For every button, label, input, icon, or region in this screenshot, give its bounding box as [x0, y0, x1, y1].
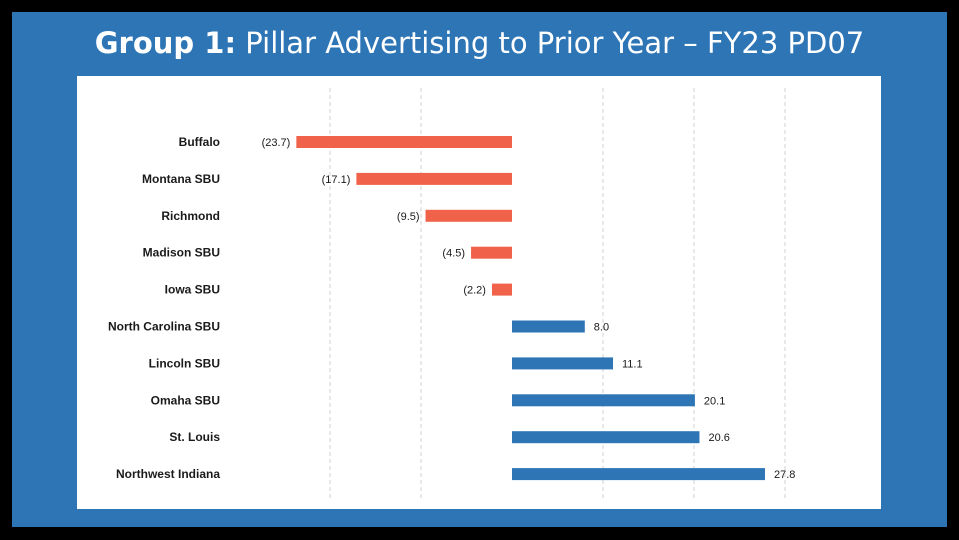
data-label: (4.5): [442, 248, 465, 260]
category-label: Buffalo: [179, 135, 220, 149]
data-label: (9.5): [397, 211, 420, 223]
negative-bar: [491, 283, 512, 296]
slide-background: Group 1: Pillar Advertising to Prior Yea…: [12, 12, 947, 527]
slide-title: Group 1: Pillar Advertising to Prior Yea…: [12, 26, 947, 60]
positive-bar: [512, 468, 765, 481]
data-label: 20.6: [708, 432, 729, 444]
category-label: Omaha SBU: [151, 393, 220, 407]
data-label: (2.2): [463, 285, 486, 297]
title-rest: Pillar Advertising to Prior Year – FY23 …: [236, 26, 865, 60]
negative-bar: [296, 136, 512, 148]
data-label: (17.1): [322, 174, 351, 186]
data-label: 20.1: [704, 395, 725, 407]
positive-bar: [512, 357, 614, 370]
data-label: 27.8: [774, 469, 795, 481]
category-label: Northwest Indiana: [116, 467, 220, 481]
data-label: 8.0: [594, 322, 609, 334]
title-bold: Group 1:: [94, 26, 237, 60]
chart-panel: Buffalo (23.7) Montana SBU (17.1) Richmond (9…: [77, 76, 881, 509]
category-label: North Carolina SBU: [108, 320, 220, 334]
category-label: Madison SBU: [143, 246, 220, 260]
data-label: (23.7): [262, 137, 291, 149]
category-label: Lincoln SBU: [149, 356, 220, 370]
data-label: 11.1: [622, 358, 643, 370]
bar-chart: Buffalo (23.7) Montana SBU (17.1) Richmond (9…: [108, 88, 795, 501]
positive-bar: [512, 431, 700, 444]
negative-bar: [356, 172, 512, 185]
positive-bar: [512, 394, 695, 407]
category-label: Iowa SBU: [165, 283, 220, 297]
negative-bar: [425, 209, 512, 222]
positive-bar: [512, 320, 585, 333]
category-label: Richmond: [161, 209, 220, 223]
category-label: Montana SBU: [142, 172, 220, 186]
category-label: St. Louis: [169, 430, 220, 444]
negative-bar: [471, 246, 512, 259]
